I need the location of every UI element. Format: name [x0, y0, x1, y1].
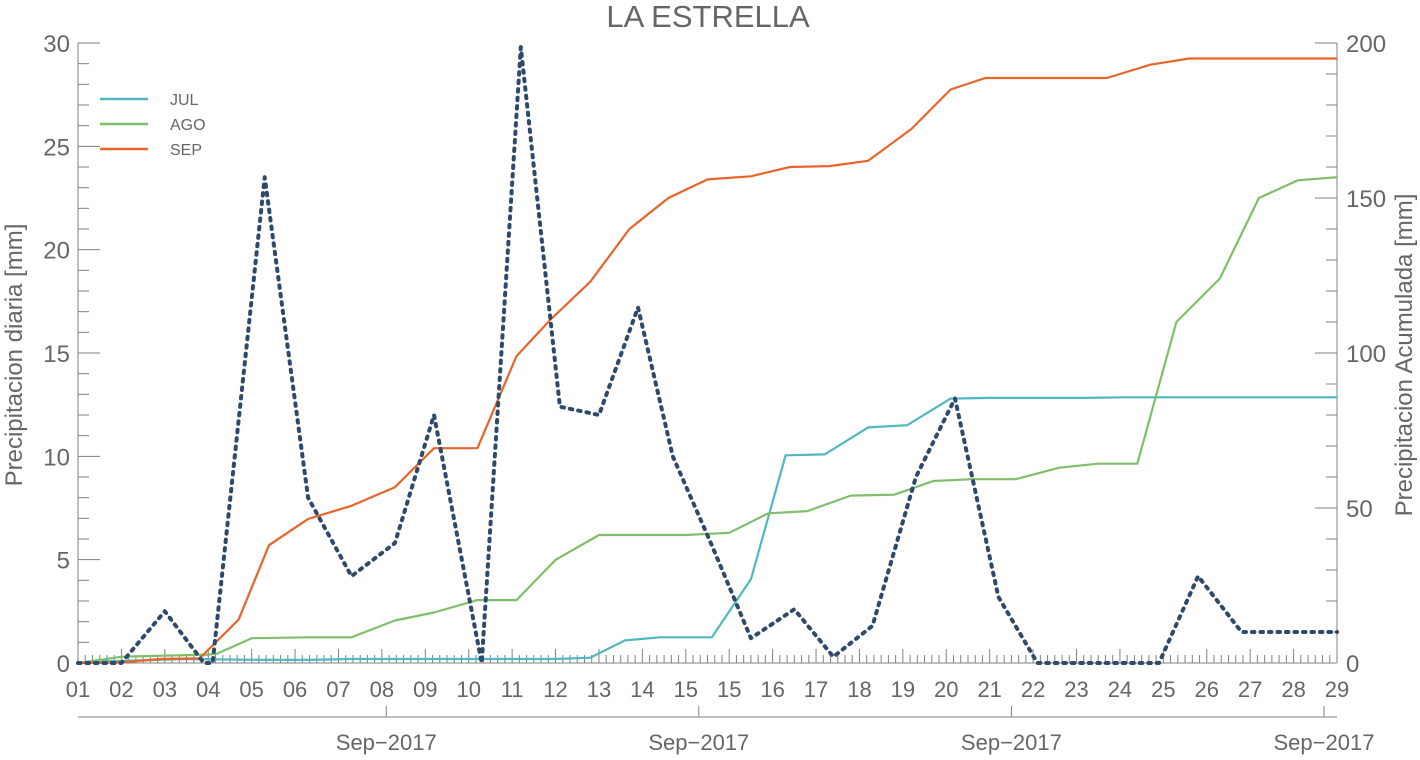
y-tick-label-left: 15 [43, 341, 70, 368]
x-tick-label: 15 [717, 677, 741, 702]
legend-label-sep: SEP [170, 142, 202, 159]
series-line-daily [76, 45, 1339, 665]
x-tick-label: 21 [977, 677, 1001, 702]
month-label: Sep−2017 [336, 730, 437, 755]
x-tick-label: 15 [674, 677, 698, 702]
x-tick-label: 28 [1281, 677, 1305, 702]
x-tick-label: 07 [326, 677, 350, 702]
x-tick-label: 14 [630, 677, 654, 702]
x-tick-label: 06 [283, 677, 307, 702]
x-tick-label: 29 [1325, 677, 1349, 702]
x-tick-label: 05 [239, 677, 263, 702]
x-tick-label: 27 [1238, 677, 1262, 702]
x-tick-label: 12 [543, 677, 567, 702]
series-layer [76, 45, 1339, 665]
y-tick-label-right: 0 [1346, 651, 1359, 678]
month-label: Sep−2017 [1274, 730, 1375, 755]
x-tick-label: 23 [1064, 677, 1088, 702]
x-tick-label: 02 [109, 677, 133, 702]
x-tick-label: 24 [1108, 677, 1132, 702]
y-tick-label-left: 30 [43, 31, 70, 58]
y-tick-label-right: 50 [1346, 496, 1373, 523]
y-axis-label-left: Precipitacion diaria [mm] [1, 224, 28, 487]
x-tick-label: 26 [1195, 677, 1219, 702]
y-tick-label-left: 0 [57, 651, 70, 678]
x-tick-label: 01 [66, 677, 90, 702]
y-tick-label-right: 200 [1346, 31, 1386, 58]
x-tick-label: 04 [196, 677, 220, 702]
x-tick-label: 13 [587, 677, 611, 702]
legend: JUL AGO SEP [100, 92, 206, 159]
series-line-jul [77, 396, 1337, 665]
x-tick-label: 16 [760, 677, 784, 702]
series-line-ago [77, 176, 1338, 665]
legend-label-ago: AGO [170, 117, 206, 134]
y-tick-label-left: 10 [43, 444, 70, 471]
x-tick-label: 11 [501, 677, 524, 702]
x-tick-label: 10 [456, 677, 480, 702]
x-tick-label: 17 [804, 677, 828, 702]
y-axis-label-right: Precipitacion Acumulada [mm] [1391, 194, 1418, 517]
month-label: Sep−2017 [961, 730, 1062, 755]
x-tick-label: 22 [1021, 677, 1045, 702]
month-label: Sep−2017 [648, 730, 749, 755]
series-line-sep [77, 57, 1337, 665]
y-tick-label-left: 25 [43, 134, 70, 161]
y-tick-label-right: 150 [1346, 186, 1386, 213]
x-tick-label: 09 [413, 677, 437, 702]
y-tick-label-right: 100 [1346, 341, 1386, 368]
x-tick-label: 19 [891, 677, 915, 702]
legend-label-jul: JUL [170, 92, 199, 109]
x-tick-label: 03 [153, 677, 177, 702]
x-tick-label: 08 [370, 677, 394, 702]
x-tick-label: 18 [847, 677, 871, 702]
chart-title: LA ESTRELLA [606, 0, 810, 34]
y-tick-label-left: 5 [57, 548, 70, 575]
x-tick-label: 20 [934, 677, 958, 702]
x-tick-label: 25 [1151, 677, 1175, 702]
y-tick-label-left: 20 [43, 238, 70, 265]
